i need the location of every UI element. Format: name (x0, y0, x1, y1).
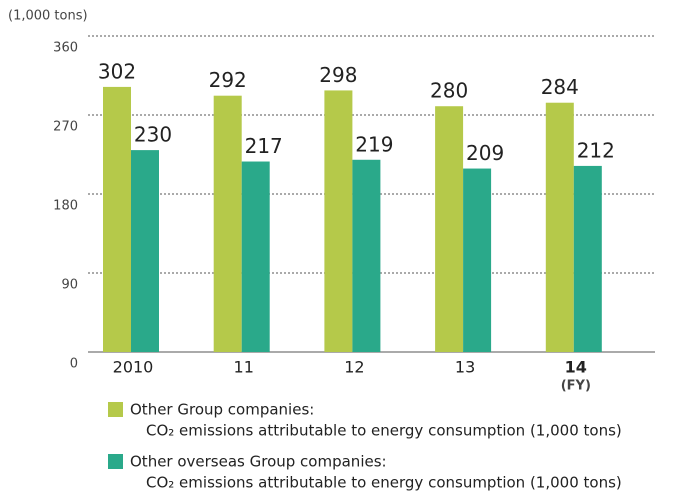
bar (103, 86, 131, 353)
value-label: 302 (98, 59, 136, 83)
value-label: 209 (466, 141, 504, 165)
value-label: 212 (577, 138, 615, 162)
y-tick-label: 0 (70, 357, 78, 372)
legend-label: Other Group companies: (130, 401, 314, 419)
bar (545, 102, 574, 352)
x-tick-label: 14 (565, 358, 587, 377)
value-label: 280 (430, 79, 468, 103)
legend-label: Other overseas Group companies: (130, 453, 387, 471)
legend-description: CO₂ emissions attributable to energy con… (146, 474, 622, 492)
bar (463, 168, 492, 352)
x-tick-label: 11 (234, 358, 254, 377)
y-tick-label: 360 (53, 41, 78, 56)
bar (131, 150, 159, 352)
legend-description: CO₂ emissions attributable to energy con… (146, 422, 622, 440)
bar (435, 106, 464, 352)
y-tick-label: 90 (61, 278, 78, 293)
axis-note: (FY) (561, 379, 591, 394)
x-tick-label: 12 (344, 358, 364, 377)
value-label: 217 (245, 134, 283, 158)
bar (213, 95, 242, 352)
y-tick-label: 180 (53, 199, 78, 214)
value-label: 219 (355, 132, 393, 156)
bar (352, 159, 381, 352)
value-label: 230 (134, 123, 172, 147)
value-label: 292 (209, 68, 247, 92)
x-tick-label: 2010 (113, 358, 154, 377)
legend-swatch (108, 454, 123, 469)
unit-label: (1,000 tons) (8, 9, 88, 24)
y-tick-label: 270 (53, 120, 78, 135)
x-tick-label: 13 (455, 358, 475, 377)
value-label: 298 (319, 63, 357, 87)
bar (324, 90, 353, 352)
bar (573, 165, 602, 352)
bar (241, 161, 270, 352)
legend-swatch (108, 402, 123, 417)
value-label: 284 (541, 75, 579, 99)
